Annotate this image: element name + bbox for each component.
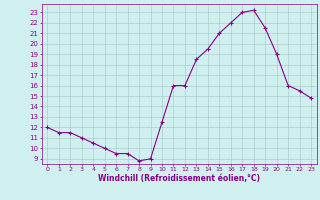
X-axis label: Windchill (Refroidissement éolien,°C): Windchill (Refroidissement éolien,°C) xyxy=(98,174,260,183)
